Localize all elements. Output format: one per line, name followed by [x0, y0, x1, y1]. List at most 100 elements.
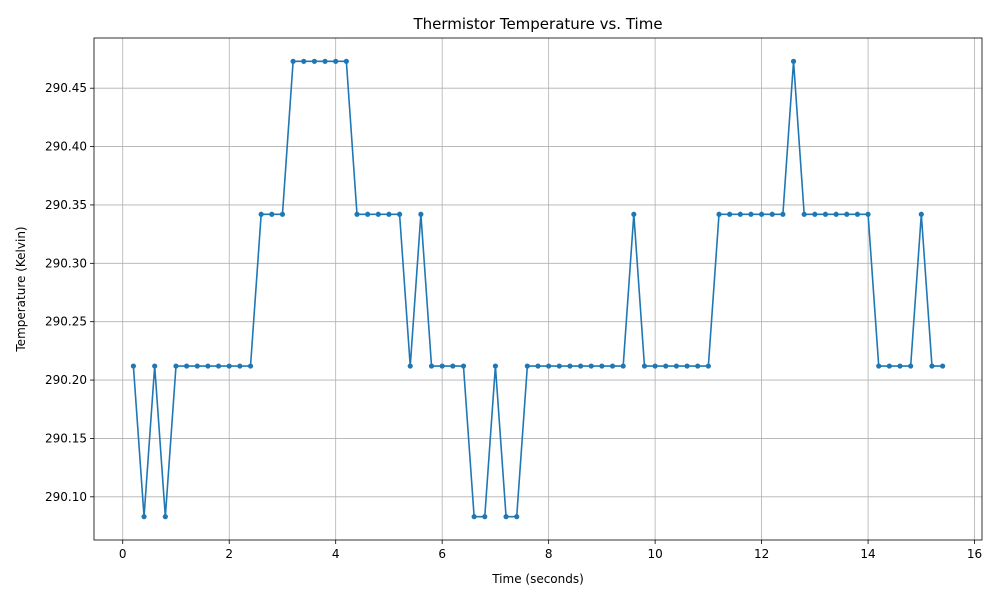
y-axis-label: Temperature (Kelvin)	[14, 226, 28, 352]
data-point	[663, 363, 669, 369]
data-point	[354, 211, 360, 217]
data-point	[386, 211, 392, 217]
data-point	[375, 211, 381, 217]
x-axis-ticks: 0 2 4 6 8 10 12 14 16	[119, 540, 982, 561]
grid	[94, 38, 982, 540]
data-point	[524, 363, 530, 369]
data-point	[780, 211, 786, 217]
data-point	[162, 514, 168, 520]
data-point	[758, 211, 765, 217]
data-point	[130, 363, 136, 369]
data-point	[716, 211, 722, 217]
data-point	[546, 363, 552, 369]
x-tick-label: 16	[967, 547, 982, 561]
data-point	[609, 363, 616, 369]
data-point	[929, 363, 935, 369]
data-point	[631, 211, 637, 217]
data-point	[588, 363, 594, 369]
data-point	[471, 514, 477, 520]
data-point	[940, 363, 946, 369]
data-point	[396, 211, 403, 217]
data-point	[269, 211, 275, 217]
x-tick-label: 12	[754, 547, 769, 561]
data-point	[215, 363, 222, 369]
data-point	[535, 363, 541, 369]
data-point	[844, 211, 850, 217]
x-tick-label: 2	[225, 547, 233, 561]
data-point	[322, 58, 328, 64]
x-tick-label: 14	[860, 547, 875, 561]
data-point	[620, 363, 626, 369]
data-point	[854, 211, 861, 217]
data-point	[460, 363, 467, 369]
data-point	[652, 363, 658, 369]
data-point	[237, 363, 243, 369]
data-point	[439, 363, 445, 369]
data-point	[684, 363, 690, 369]
data-point	[748, 211, 754, 217]
data-point	[343, 58, 349, 64]
x-tick-label: 8	[545, 547, 553, 561]
data-point	[812, 211, 818, 217]
data-point	[599, 363, 605, 369]
y-tick-label: 290.45	[45, 81, 87, 95]
data-point	[450, 363, 456, 369]
x-tick-label: 6	[438, 547, 446, 561]
data-point	[790, 58, 797, 64]
y-tick-label: 290.10	[45, 490, 87, 504]
data-point	[801, 211, 807, 217]
data-point	[184, 363, 190, 369]
data-point	[833, 211, 839, 217]
data-point	[503, 514, 509, 520]
data-point	[727, 211, 733, 217]
data-point	[482, 514, 488, 520]
data-point	[918, 211, 924, 217]
data-point	[407, 363, 413, 369]
y-axis-ticks: 290.10 290.15 290.20 290.25 290.30 290.35 290.…	[45, 81, 94, 504]
data-point	[173, 363, 179, 369]
y-tick-label: 290.15	[45, 431, 87, 445]
y-tick-label: 290.30	[45, 256, 87, 270]
data-point	[769, 211, 775, 217]
data-point	[556, 363, 562, 369]
data-point	[886, 363, 892, 369]
data-point	[897, 363, 903, 369]
data-point	[641, 363, 648, 369]
data-point	[567, 363, 573, 369]
data-point	[290, 58, 296, 64]
data-point	[194, 363, 200, 369]
data-point	[205, 363, 211, 369]
plot-frame	[93, 37, 983, 541]
data-point	[258, 211, 264, 217]
data-point	[492, 363, 499, 369]
x-tick-label: 0	[119, 547, 127, 561]
series-group	[130, 58, 946, 520]
data-point	[279, 211, 286, 217]
chart-title: Thermistor Temperature vs. Time	[412, 15, 662, 33]
data-point	[876, 363, 882, 369]
y-tick-label: 290.40	[45, 140, 87, 154]
data-point	[865, 211, 871, 217]
data-point	[311, 58, 318, 64]
x-tick-label: 10	[647, 547, 662, 561]
data-point	[673, 363, 680, 369]
data-point	[301, 58, 307, 64]
x-tick-label: 4	[332, 547, 340, 561]
data-point	[428, 363, 435, 369]
data-point	[418, 211, 424, 217]
data-point	[514, 514, 520, 520]
data-point	[737, 211, 743, 217]
data-point	[908, 363, 914, 369]
data-point	[705, 363, 711, 369]
y-tick-label: 290.25	[45, 315, 87, 329]
data-point	[226, 363, 232, 369]
data-point	[365, 211, 371, 217]
data-point	[152, 363, 158, 369]
data-point	[822, 211, 829, 217]
y-tick-label: 290.35	[45, 198, 87, 212]
data-point	[695, 363, 701, 369]
x-axis-label: Time (seconds)	[491, 572, 584, 586]
data-point	[141, 514, 147, 520]
data-point	[333, 58, 339, 64]
